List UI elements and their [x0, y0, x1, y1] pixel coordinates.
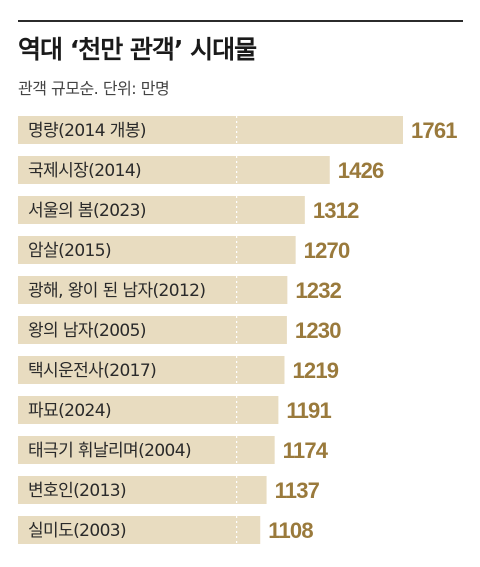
bar-label: 변호인(2013)	[28, 481, 126, 501]
bar-value-label: 1232	[295, 278, 341, 303]
bar	[18, 476, 267, 504]
bar	[18, 396, 279, 424]
bar-label: 택시운전사(2017)	[28, 361, 156, 381]
bar-value-label: 1191	[286, 398, 331, 423]
chart-title: 역대 ‘천만 관객’ 시대물	[18, 35, 257, 64]
bar-label: 태극기 휘날리며(2004)	[28, 441, 191, 461]
bar-value-label: 1174	[283, 438, 329, 463]
bar	[18, 516, 261, 544]
bar-label: 파묘(2024)	[28, 401, 111, 421]
bar-label: 왕의 남자(2005)	[28, 321, 146, 341]
bar-value-label: 1270	[304, 238, 350, 263]
bar-label: 국제시장(2014)	[28, 161, 141, 181]
bar	[18, 356, 285, 384]
bar-value-label: 1426	[338, 158, 384, 183]
bar-label: 서울의 봄(2023)	[28, 201, 146, 221]
bar-value-label: 1230	[295, 318, 341, 343]
bar	[18, 156, 330, 184]
bar	[18, 276, 288, 304]
bar	[18, 116, 403, 144]
bar-value-label: 1108	[268, 518, 313, 543]
chart-subtitle: 관객 규모순. 단위: 만명	[18, 79, 170, 98]
bar	[18, 316, 287, 344]
bar	[18, 436, 275, 464]
bar	[18, 196, 305, 224]
bar	[18, 236, 296, 264]
bar-label: 실미도(2003)	[28, 521, 126, 541]
top-rule	[18, 20, 463, 22]
bar-value-label: 1219	[293, 358, 339, 383]
bar-label: 명량(2014 개봉)	[28, 121, 146, 141]
bar-value-label: 1312	[313, 198, 359, 223]
bar-value-label: 1137	[275, 478, 320, 503]
bar-label: 광해, 왕이 된 남자(2012)	[28, 281, 205, 301]
bar-label: 암살(2015)	[28, 241, 111, 261]
bar-value-label: 1761	[411, 118, 457, 143]
